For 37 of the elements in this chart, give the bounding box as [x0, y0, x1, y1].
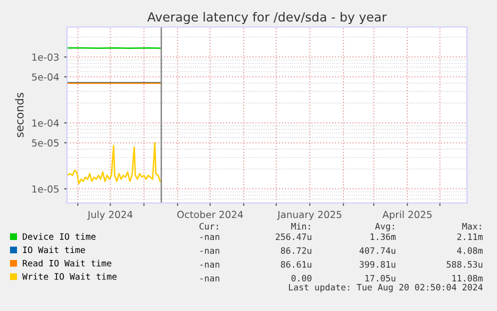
text: 399.81u	[360, 261, 396, 268]
legend-label: IO Wait time	[23, 246, 85, 254]
y-tick-label: 5e-04	[32, 73, 59, 81]
x-tick-label: October 2024	[177, 210, 243, 218]
text: 1.36m	[370, 233, 396, 240]
y-tick-label: 1e-04	[32, 119, 59, 127]
y-tick-label: 1e-05	[32, 185, 59, 193]
legend-label: Write IO Wait time	[22, 273, 117, 280]
text: 86.61u	[280, 261, 312, 268]
text: Avg:	[375, 223, 394, 232]
text: -nan	[200, 276, 220, 282]
text: Max:	[462, 223, 481, 230]
x-tick-label: July 2024	[87, 210, 132, 220]
x-tick-label: January 2025	[276, 210, 342, 220]
x-tick-label: April 2025	[382, 210, 432, 220]
text: 588.53u	[446, 261, 482, 268]
text: Cur:	[200, 222, 218, 230]
text: 11.08m	[452, 274, 483, 282]
legend-label: Read IO Wait time	[22, 260, 112, 266]
text: 4.08m	[457, 247, 483, 254]
chart-title: Average latency for /dev/sda - by year	[147, 12, 387, 24]
text: -nan	[200, 235, 220, 240]
y-axis-title: seconds	[15, 92, 24, 138]
text: Min:	[291, 222, 310, 230]
text: 86.72u	[280, 247, 312, 254]
text: 256.47u	[276, 233, 312, 240]
text: Last update: Tue Aug 20 02:50:04 2024	[289, 284, 483, 292]
text: 0.00	[292, 274, 312, 282]
legend-label: Device IO time	[22, 233, 96, 240]
line-series	[67, 142, 161, 184]
text: 407.74u	[360, 247, 396, 254]
text: -nan	[200, 248, 220, 254]
text: -nan	[200, 262, 220, 268]
y-tick-label: 5e-05	[32, 139, 59, 147]
y-tick-label: 1e-03	[32, 53, 59, 61]
text: 17.05u	[365, 274, 396, 282]
text: 2.11m	[457, 233, 483, 240]
